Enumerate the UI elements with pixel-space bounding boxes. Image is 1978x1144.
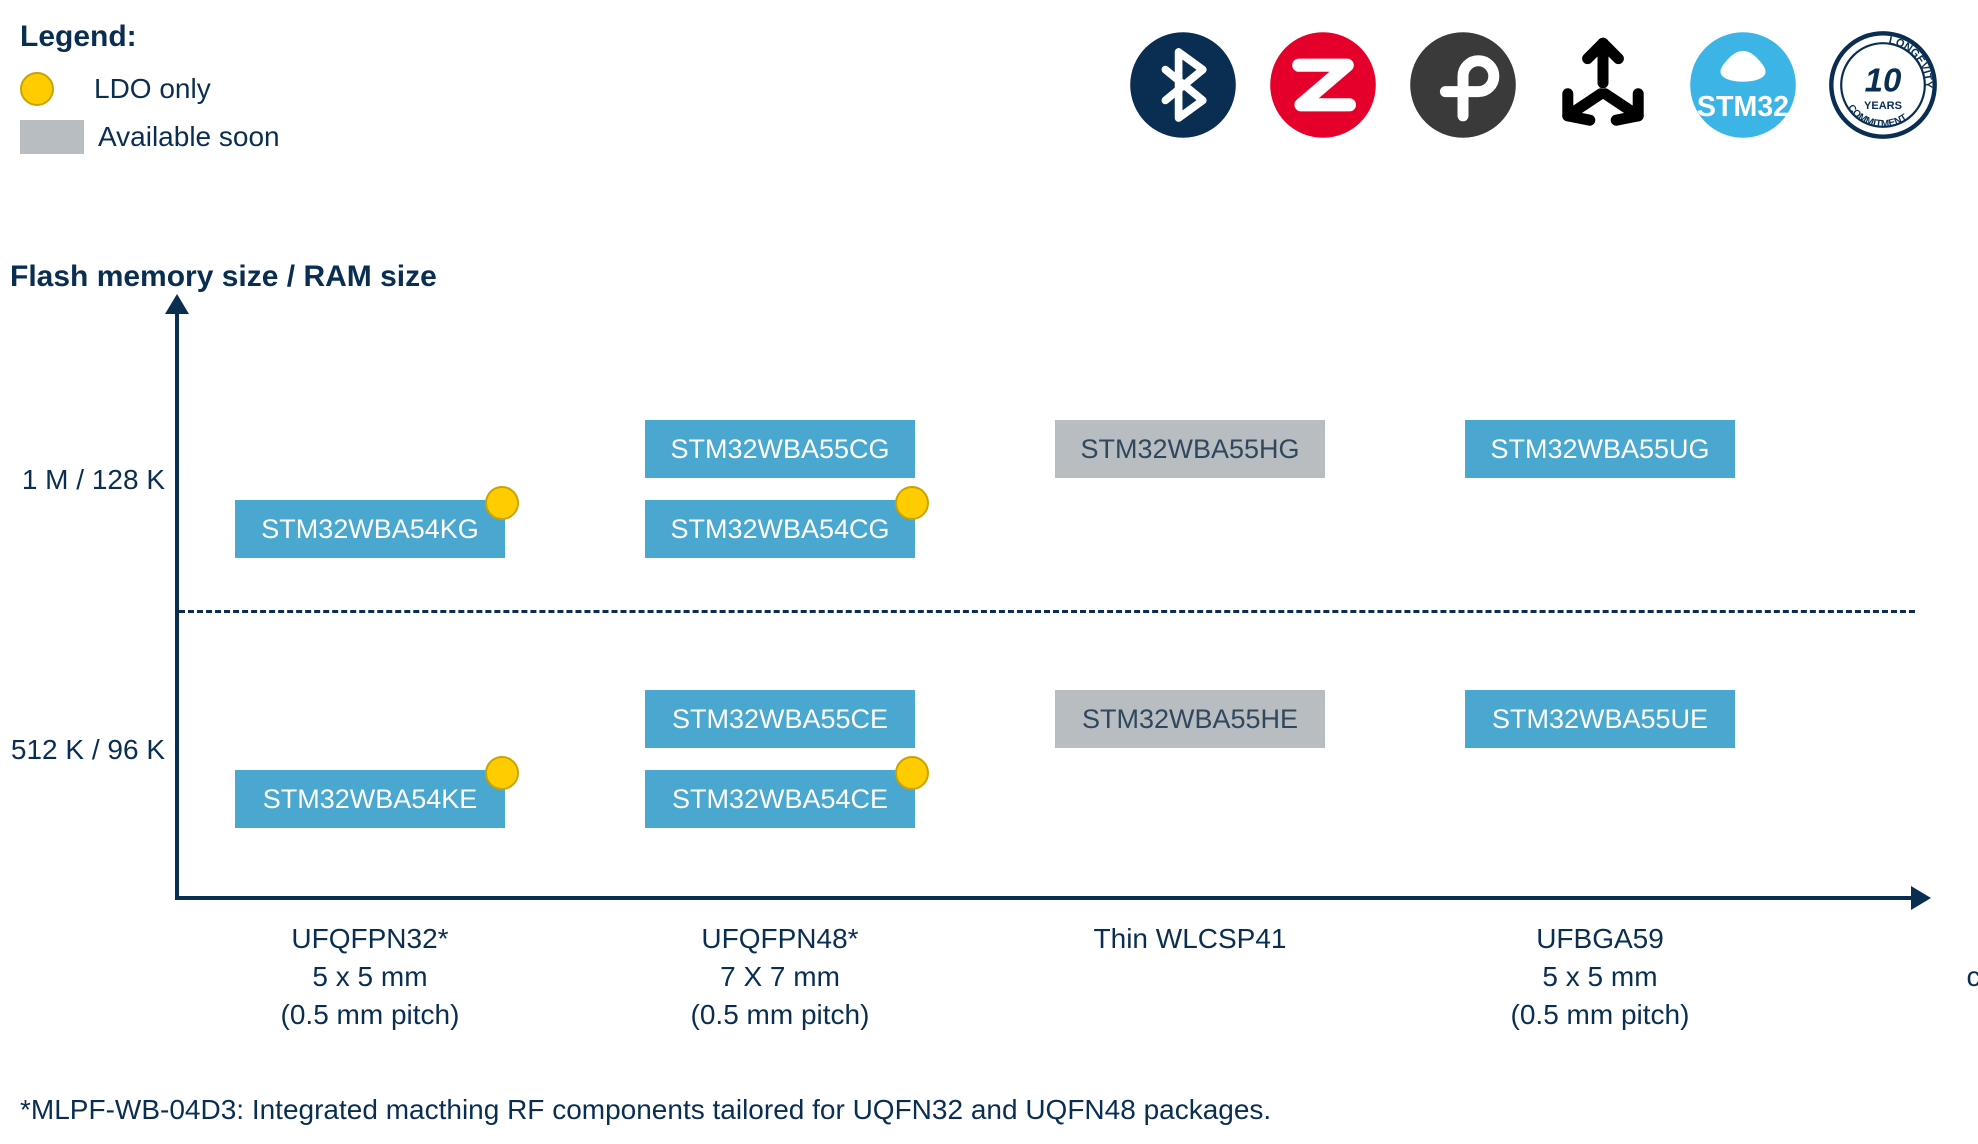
logo-strip: STM32 10 YEARS LONGEVITY COMMITMENT <box>1128 30 1938 140</box>
product-chip: STM32WBA55HG <box>1055 420 1325 478</box>
product-chip-label: STM32WBA55UE <box>1492 704 1708 735</box>
product-chip-label: STM32WBA55UG <box>1490 434 1709 465</box>
product-chip: STM32WBA55UE <box>1465 690 1735 748</box>
x-axis-line <box>175 896 1915 900</box>
legend-row-soon: Available soon <box>20 120 280 154</box>
product-chip: STM32WBA54KE <box>235 770 505 828</box>
matter-icon <box>1548 30 1658 140</box>
product-matrix-chart: Pin count 1 M / 128 K512 K / 96 KUFQFPN3… <box>175 310 1915 900</box>
y-tick-label: 1 M / 128 K <box>10 464 165 496</box>
product-chip: STM32WBA55HE <box>1055 690 1325 748</box>
x-tick-line: UFBGA59 <box>1536 923 1664 954</box>
thread-icon <box>1408 30 1518 140</box>
svg-text:YEARS: YEARS <box>1864 100 1902 112</box>
legend-row-ldo: LDO only <box>20 72 280 106</box>
x-tick-line: (0.5 mm pitch) <box>281 999 460 1030</box>
available-soon-swatch-icon <box>20 120 84 154</box>
svg-text:STM32: STM32 <box>1697 91 1789 123</box>
product-chip-label: STM32WBA54CG <box>670 514 889 545</box>
product-chip: STM32WBA54KG <box>235 500 505 558</box>
product-chip-label: STM32WBA54KE <box>263 784 478 815</box>
product-chip-label: STM32WBA55CG <box>670 434 889 465</box>
x-tick-label: Thin WLCSP41 <box>1040 920 1340 958</box>
ldo-dot-icon <box>20 72 54 106</box>
x-tick-label: UFQFPN48* 7 X 7 mm (0.5 mm pitch) <box>630 920 930 1033</box>
ldo-dot-icon <box>895 486 929 520</box>
y-axis-arrow-icon <box>165 294 189 314</box>
product-chip-label: STM32WBA55HE <box>1082 704 1298 735</box>
x-axis-arrow-icon <box>1911 886 1931 910</box>
x-tick-line: 7 X 7 mm <box>720 961 840 992</box>
bluetooth-icon <box>1128 30 1238 140</box>
x-tick-line: 5 x 5 mm <box>312 961 427 992</box>
svg-text:10: 10 <box>1865 62 1902 99</box>
zigbee-icon <box>1268 30 1378 140</box>
legend-title: Legend: <box>20 20 280 54</box>
legend-label-ldo: LDO only <box>94 73 211 105</box>
product-chip-label: STM32WBA54CE <box>672 784 888 815</box>
x-tick-line: Thin WLCSP41 <box>1094 923 1287 954</box>
x-tick-label: UFQFPN32* 5 x 5 mm (0.5 mm pitch) <box>220 920 520 1033</box>
row-divider <box>179 610 1915 613</box>
y-axis-line <box>175 310 179 900</box>
longevity-10-years-icon: 10 YEARS LONGEVITY COMMITMENT <box>1828 30 1938 140</box>
stm32-icon: STM32 <box>1688 30 1798 140</box>
product-chip: STM32WBA55CE <box>645 690 915 748</box>
x-tick-line: UFQFPN32* <box>291 923 448 954</box>
ldo-dot-icon <box>485 756 519 790</box>
y-axis-title: Flash memory size / RAM size <box>10 260 437 294</box>
product-chip: STM32WBA54CG <box>645 500 915 558</box>
product-chip: STM32WBA55CG <box>645 420 915 478</box>
x-axis-title-line2: count <box>1967 961 1978 992</box>
product-chip: STM32WBA55UG <box>1465 420 1735 478</box>
ldo-dot-icon <box>895 756 929 790</box>
product-chip-label: STM32WBA55CE <box>672 704 888 735</box>
legend: Legend: LDO only Available soon <box>20 20 280 168</box>
x-axis-title: Pin count <box>1967 920 1978 996</box>
footnote: *MLPF-WB-04D3: Integrated macthing RF co… <box>20 1094 1271 1126</box>
product-chip: STM32WBA54CE <box>645 770 915 828</box>
y-tick-label: 512 K / 96 K <box>10 734 165 766</box>
ldo-dot-icon <box>485 486 519 520</box>
product-chip-label: STM32WBA55HG <box>1080 434 1299 465</box>
x-tick-label: UFBGA59 5 x 5 mm (0.5 mm pitch) <box>1450 920 1750 1033</box>
product-chip-label: STM32WBA54KG <box>261 514 479 545</box>
legend-label-soon: Available soon <box>98 121 280 153</box>
x-tick-line: UFQFPN48* <box>701 923 858 954</box>
x-tick-line: (0.5 mm pitch) <box>1511 999 1690 1030</box>
x-tick-line: (0.5 mm pitch) <box>691 999 870 1030</box>
x-tick-line: 5 x 5 mm <box>1542 961 1657 992</box>
